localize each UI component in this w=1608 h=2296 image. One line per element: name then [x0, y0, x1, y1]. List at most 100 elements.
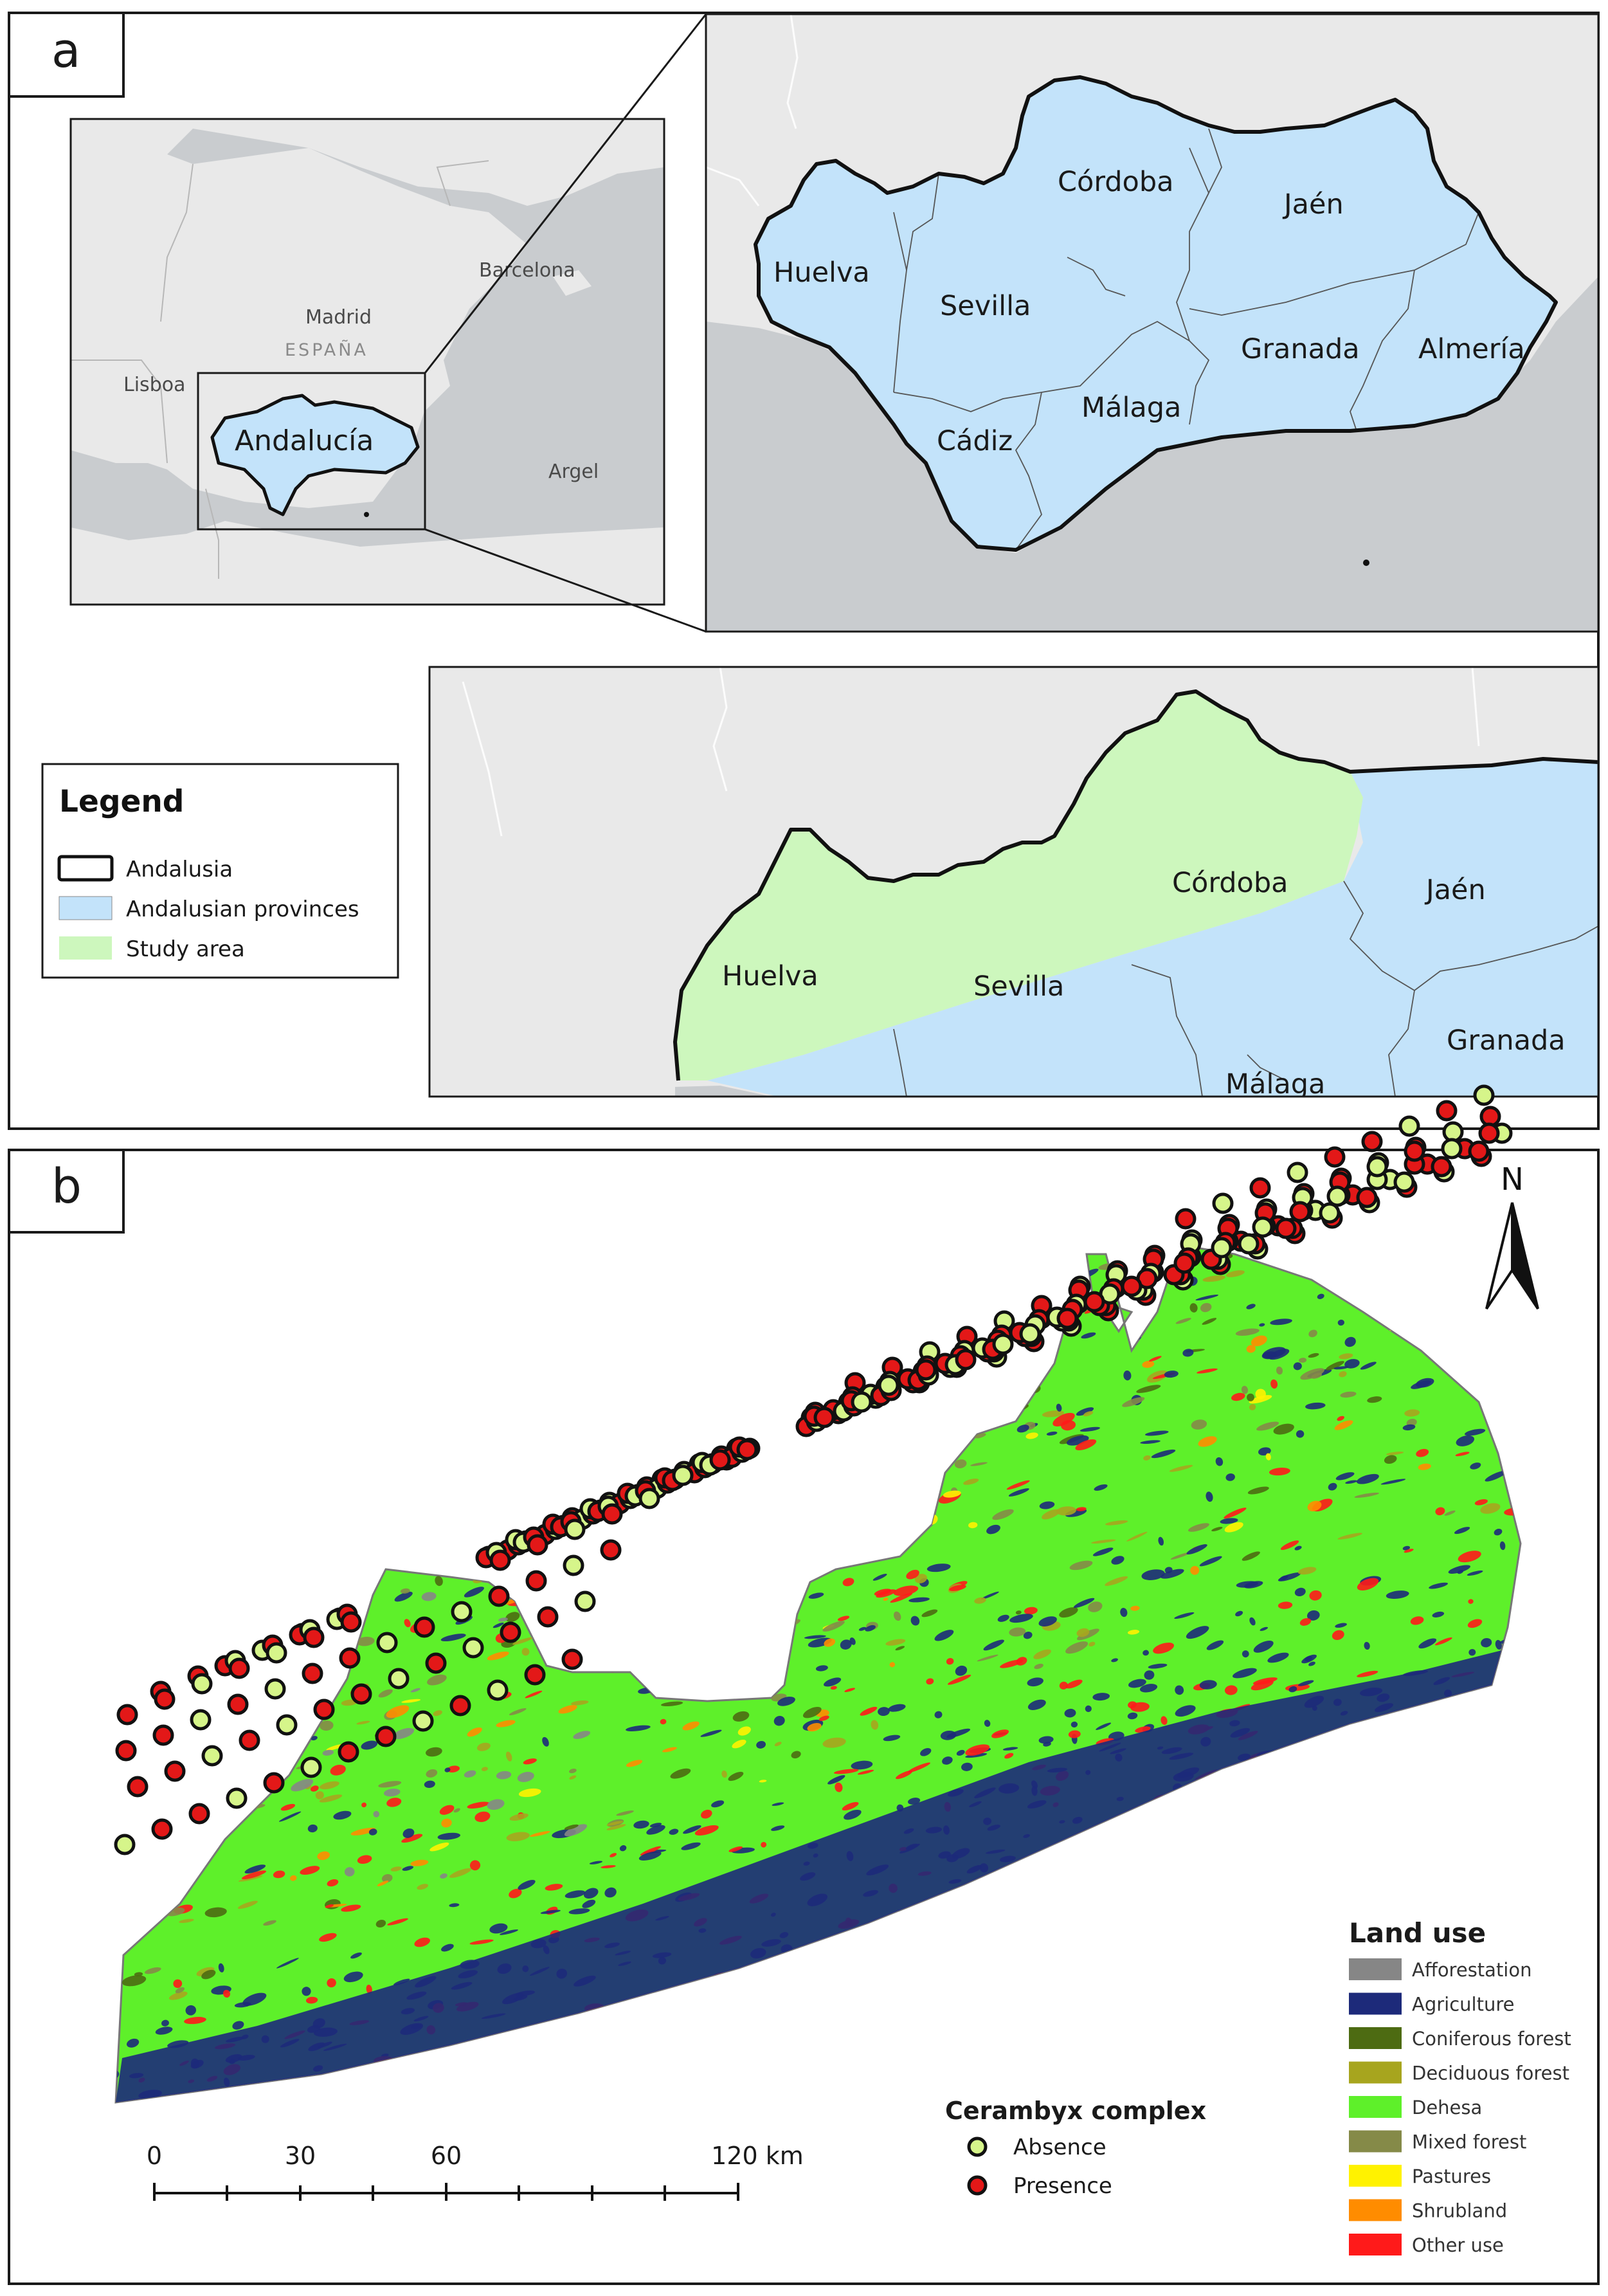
- sampling-point: [266, 1642, 287, 1664]
- land-use-swatch-1: [1349, 1992, 1402, 2015]
- province-label-cadiz: Cádiz: [937, 425, 1013, 457]
- scale-tick-label-30: 30: [285, 2142, 316, 2170]
- sampling-point: [600, 1539, 622, 1561]
- sampling-point: [500, 1621, 521, 1643]
- sampling-point: [303, 1626, 325, 1648]
- land-use-label-5: Mixed forest: [1412, 2131, 1526, 2153]
- land-use-legend: Land use Afforestation Agriculture Conifer…: [1349, 1917, 1571, 2256]
- scale-bar: 0 30 60 120 km: [147, 2142, 804, 2201]
- country-label-espana: ESPAÑA: [285, 340, 368, 360]
- sampling-point: [813, 1407, 835, 1428]
- scale-tick-label-120: 120 km: [711, 2142, 804, 2170]
- sampling-point: [1056, 1307, 1078, 1329]
- region-label-andalucia: Andalucía: [235, 424, 374, 457]
- sampling-point: [1436, 1100, 1458, 1122]
- sampling-point: [525, 1570, 547, 1592]
- sampling-point: [114, 1834, 136, 1855]
- city-label-madrid: Madrid: [305, 306, 372, 329]
- legend-label-absence: Absence: [1013, 2135, 1107, 2160]
- sampling-point: [1393, 1171, 1415, 1193]
- land-use-label-7: Shrubland: [1412, 2200, 1507, 2222]
- species-legend: Cerambyx complex Absence Presence: [945, 2097, 1206, 2199]
- sampling-point: [264, 1678, 286, 1700]
- land-use-label-3: Deciduous forest: [1412, 2063, 1569, 2084]
- sampling-point: [563, 1554, 584, 1576]
- sampling-point: [451, 1601, 473, 1623]
- sampling-point: [1083, 1291, 1105, 1313]
- sampling-point: [151, 1818, 173, 1840]
- scale-tick-label-0: 0: [147, 2142, 162, 2170]
- sampling-point: [915, 1359, 937, 1381]
- sampling-point: [413, 1616, 435, 1638]
- city-label-argel: Argel: [548, 460, 599, 483]
- sampling-point: [300, 1756, 322, 1778]
- sampling-point: [638, 1488, 660, 1509]
- sampling-point: [164, 1760, 186, 1782]
- sampling-point: [388, 1668, 410, 1690]
- sampling-point: [340, 1611, 362, 1633]
- land-use-legend-title: Land use: [1349, 1917, 1486, 1949]
- sampling-point: [1319, 1202, 1341, 1224]
- sampling-point: [226, 1787, 248, 1809]
- sampling-point: [1275, 1217, 1297, 1239]
- provinces-map: Córdoba Jaén Huelva Sevilla Granada Alme…: [706, 14, 1598, 632]
- sampling-point: [524, 1664, 546, 1686]
- sampling-point: [1431, 1156, 1452, 1178]
- sampling-point: [709, 1449, 731, 1471]
- province-label-malaga: Málaga: [1081, 392, 1181, 424]
- land-use-swatch-3: [1349, 2061, 1402, 2084]
- sampling-point: [228, 1657, 250, 1679]
- species-legend-title: Cerambyx complex: [945, 2097, 1206, 2125]
- land-use-swatch-8: [1349, 2234, 1402, 2255]
- land-use-label-0: Afforestation: [1412, 1959, 1532, 1981]
- zoom-connector-bottom: [424, 528, 707, 633]
- legend-panel-a: Legend Andalusia Andalusian provinces St…: [41, 763, 399, 979]
- sampling-point: [191, 1673, 213, 1695]
- sampling-point: [564, 1518, 586, 1540]
- land-use-swatch-6: [1349, 2165, 1402, 2187]
- legend-swatch-andalusia: [57, 855, 114, 882]
- sampling-point: [1366, 1156, 1388, 1178]
- sampling-point: [127, 1776, 149, 1798]
- legend-label-study-area: Study area: [126, 936, 245, 962]
- sampling-point: [1173, 1252, 1195, 1274]
- sampling-point: [1324, 1146, 1346, 1168]
- sampling-point: [736, 1439, 758, 1461]
- sampling-point: [955, 1349, 977, 1371]
- sampling-point: [227, 1693, 249, 1715]
- provinces-map-frame: [705, 13, 1600, 633]
- sampling-point: [1468, 1140, 1490, 1162]
- sampling-point: [489, 1549, 511, 1571]
- sampling-point: [487, 1679, 509, 1701]
- land-use-label-8: Other use: [1412, 2234, 1504, 2256]
- sampling-points: [114, 1084, 1513, 1855]
- sampling-point: [1019, 1323, 1041, 1345]
- land-use-label-4: Dehesa: [1412, 2097, 1482, 2118]
- sampling-point: [672, 1464, 694, 1486]
- legend-swatch-provinces: [59, 896, 113, 920]
- sampling-point: [992, 1333, 1014, 1355]
- sampling-point: [1404, 1140, 1425, 1162]
- panel-b-tag-box: [8, 1149, 125, 1234]
- study-label-jaen: Jaén: [1424, 874, 1486, 906]
- city-label-barcelona: Barcelona: [479, 259, 575, 282]
- sampling-point: [425, 1652, 447, 1674]
- overview-map: Barcelona Madrid ESPAÑA Lisboa Argel And…: [71, 119, 664, 605]
- sampling-point: [1478, 1122, 1500, 1144]
- sampling-point: [188, 1803, 210, 1825]
- study-label-sevilla: Sevilla: [973, 970, 1064, 1003]
- land-use-label-2: Coniferous forest: [1412, 2028, 1571, 2050]
- sampling-point: [1211, 1237, 1233, 1259]
- sampling-point: [1175, 1208, 1197, 1230]
- overview-map-frame: [69, 118, 665, 606]
- sampling-point: [527, 1534, 548, 1556]
- province-label-granada: Granada: [1241, 333, 1360, 365]
- study-label-malaga: Málaga: [1225, 1068, 1325, 1100]
- city-label-lisboa: Lisboa: [123, 374, 185, 396]
- sampling-point: [412, 1710, 434, 1732]
- land-use-swatch-4: [1349, 2096, 1402, 2118]
- province-label-cordoba: Córdoba: [1058, 166, 1174, 198]
- sampling-point: [313, 1699, 335, 1720]
- province-label-almeria: Almería: [1418, 333, 1525, 365]
- sampling-point: [239, 1729, 260, 1751]
